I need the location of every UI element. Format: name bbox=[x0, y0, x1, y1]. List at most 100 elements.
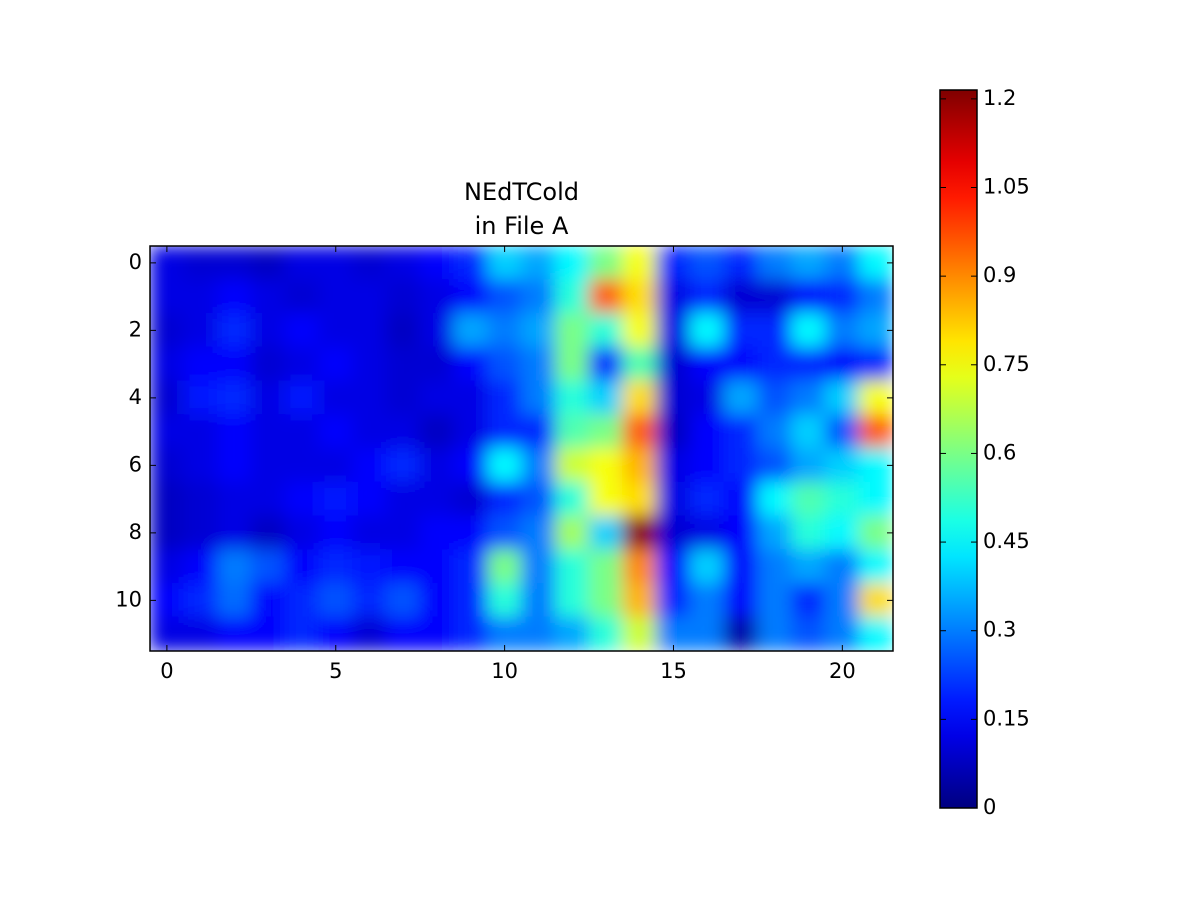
heatmap-cell bbox=[824, 583, 860, 618]
heatmap-cell bbox=[352, 583, 387, 618]
heatmap-cell bbox=[352, 313, 387, 348]
heatmap-cell bbox=[453, 448, 489, 483]
colorbar-tick-label: 0 bbox=[983, 795, 996, 819]
heatmap-cell bbox=[521, 346, 556, 382]
heatmap-cell bbox=[757, 246, 793, 281]
heatmap-cell bbox=[385, 313, 421, 348]
heatmap-cell bbox=[588, 346, 624, 382]
heatmap-cell bbox=[554, 380, 590, 416]
heatmap-cell bbox=[656, 414, 691, 449]
heatmap-cell bbox=[352, 279, 387, 314]
heatmap-cell bbox=[183, 549, 219, 584]
heatmap-cell bbox=[521, 279, 556, 314]
heatmap-cell bbox=[284, 380, 320, 416]
heatmap-cell bbox=[487, 448, 522, 483]
heatmap-cell bbox=[250, 279, 286, 314]
heatmap-cell bbox=[588, 616, 624, 651]
heatmap-cell bbox=[656, 380, 691, 416]
heatmap-cell bbox=[150, 414, 185, 449]
heatmap-cell bbox=[217, 414, 252, 449]
heatmap-cell bbox=[250, 313, 286, 348]
heatmap-cell bbox=[622, 313, 658, 348]
heatmap-cell bbox=[622, 246, 658, 281]
colorbar-tick-label: 0.9 bbox=[983, 263, 1016, 287]
heatmap-cell bbox=[757, 616, 793, 651]
heatmap-cell bbox=[824, 481, 860, 517]
colorbar-tick-label: 0.3 bbox=[983, 618, 1016, 642]
heatmap-cell bbox=[419, 414, 455, 449]
heatmap-cell bbox=[723, 279, 759, 314]
heatmap-cell bbox=[284, 346, 320, 382]
heatmap-cell bbox=[588, 481, 624, 517]
heatmap-cell bbox=[588, 246, 624, 281]
heatmap-cell bbox=[419, 616, 455, 651]
heatmap-cell bbox=[656, 583, 691, 618]
heatmap-cell bbox=[757, 346, 793, 382]
heatmap-cell bbox=[791, 549, 826, 584]
heatmap-cell bbox=[453, 515, 489, 551]
heatmap-cell bbox=[453, 481, 489, 517]
heatmap-cell bbox=[318, 414, 354, 449]
heatmap-cell bbox=[521, 246, 556, 281]
colorbar-tick-label: 0.75 bbox=[983, 352, 1030, 376]
heatmap-cell bbox=[757, 380, 793, 416]
y-tick-label: 10 bbox=[115, 587, 142, 611]
heatmap-cell bbox=[521, 414, 556, 449]
heatmap-cell bbox=[554, 279, 590, 314]
heatmap-cell bbox=[385, 414, 421, 449]
colorbar-tick-label: 0.45 bbox=[983, 529, 1030, 553]
heatmap-cell bbox=[791, 414, 826, 449]
heatmap-cell bbox=[250, 481, 286, 517]
heatmap-cell bbox=[385, 246, 421, 281]
heatmap-cell bbox=[622, 549, 658, 584]
heatmap-cell bbox=[689, 346, 725, 382]
heatmap-cell bbox=[284, 515, 320, 551]
heatmap-cell bbox=[487, 346, 522, 382]
heatmap-cell bbox=[824, 380, 860, 416]
heatmap-cell bbox=[352, 549, 387, 584]
heatmap-cell bbox=[352, 414, 387, 449]
heatmap-cell bbox=[723, 414, 759, 449]
heatmap-cell bbox=[385, 616, 421, 651]
heatmap-cell bbox=[318, 549, 354, 584]
heatmap-cell bbox=[554, 313, 590, 348]
heatmap-cell bbox=[284, 583, 320, 618]
heatmap-cell bbox=[858, 414, 893, 449]
heatmap-cell bbox=[284, 313, 320, 348]
y-tick-label: 6 bbox=[129, 452, 142, 476]
heatmap-cell bbox=[622, 414, 658, 449]
heatmap-cell bbox=[723, 313, 759, 348]
y-tick-label: 8 bbox=[129, 520, 142, 544]
heatmap-cell bbox=[250, 246, 286, 281]
heatmap-cell bbox=[183, 313, 219, 348]
heatmap-cell bbox=[757, 549, 793, 584]
heatmap-cell bbox=[318, 313, 354, 348]
heatmap-cell bbox=[791, 313, 826, 348]
heatmap-cell bbox=[554, 346, 590, 382]
heatmap-cell bbox=[453, 414, 489, 449]
heatmap-cell bbox=[183, 481, 219, 517]
heatmap-cell bbox=[622, 346, 658, 382]
heatmap-cell bbox=[183, 616, 219, 651]
heatmap-cell bbox=[824, 549, 860, 584]
heatmap-cell bbox=[453, 549, 489, 584]
heatmap-cell bbox=[217, 380, 252, 416]
colorbar bbox=[939, 89, 978, 809]
y-tick-label: 0 bbox=[129, 250, 142, 274]
heatmap-cell bbox=[453, 616, 489, 651]
heatmap-cell bbox=[217, 549, 252, 584]
heatmap-cell bbox=[419, 448, 455, 483]
heatmap-cell bbox=[453, 583, 489, 618]
heatmap-cell bbox=[588, 279, 624, 314]
heatmap-cell bbox=[385, 583, 421, 618]
heatmap-cell bbox=[588, 515, 624, 551]
heatmap-cell bbox=[622, 515, 658, 551]
heatmap-cell bbox=[824, 346, 860, 382]
heatmap-cell bbox=[723, 380, 759, 416]
y-tick-label: 2 bbox=[129, 317, 142, 341]
heatmap-cell bbox=[385, 380, 421, 416]
heatmap-cell bbox=[284, 549, 320, 584]
heatmap-cell bbox=[588, 380, 624, 416]
heatmap-cell bbox=[689, 515, 725, 551]
